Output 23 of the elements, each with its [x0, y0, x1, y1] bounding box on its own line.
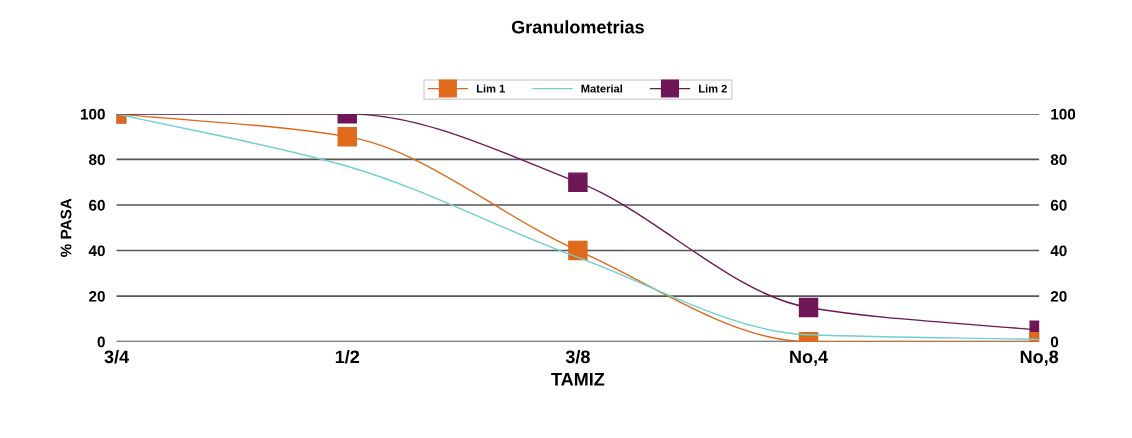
x-axis-title: TAMIZ	[551, 373, 605, 386]
y2-tick-label: 100	[1051, 108, 1076, 120]
y-tick-label: 40	[88, 245, 105, 257]
y2-tick-label: 60	[1050, 199, 1067, 211]
y-tick-label: 20	[89, 290, 105, 302]
y-tick-label: 60	[89, 199, 105, 211]
y2-tick-label: 0	[1050, 336, 1059, 348]
x-tick-label: 3/4	[104, 349, 130, 364]
x-tick-label: 3/8	[565, 349, 590, 364]
y2-tick-label: 20	[1050, 290, 1067, 302]
x-tick-label: No,8	[1020, 350, 1059, 366]
y-axis-title: % PASA	[60, 198, 72, 257]
y2-tick-label: 80	[1050, 154, 1067, 166]
y-tick-label: 80	[88, 154, 105, 166]
x-tick-label: 1/2	[335, 349, 360, 364]
legend-label: Lim 2	[699, 84, 727, 93]
x-tick-label: No,4	[790, 350, 828, 366]
y2-tick-label: 40	[1050, 245, 1067, 257]
legend-label: Lim 1	[476, 84, 505, 93]
chart-title: Granulometrias	[511, 20, 644, 34]
y-tick-label: 100	[80, 108, 105, 120]
y-tick-label: 0	[97, 336, 105, 348]
legend-label: Material	[581, 84, 622, 93]
